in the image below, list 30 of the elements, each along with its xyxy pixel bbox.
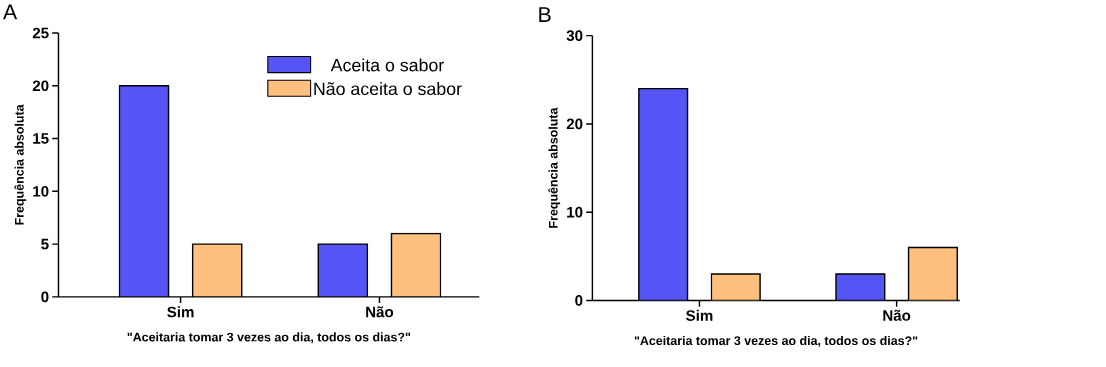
x-tick-label: Sim (167, 306, 194, 318)
y-tick-label: 20 (32, 80, 49, 91)
chart-title: A (3, 4, 18, 20)
x-axis-title: "Aceitaria tomar 3 vezes ao dia, todos os dias?" (634, 335, 918, 347)
y-tick-label: 0 (575, 294, 583, 306)
x-tick-label: Não (883, 309, 911, 321)
y-tick-label: 10 (567, 206, 583, 218)
y-tick-label: 30 (566, 30, 583, 41)
x-tick-label: Sim (686, 309, 713, 321)
y-tick-label: 20 (566, 118, 583, 130)
y-tick-label: 10 (33, 185, 49, 197)
chart-title: B (539, 7, 551, 22)
y-tick-label: 15 (33, 133, 49, 144)
y-axis-title: Frequência absoluta (14, 104, 27, 225)
legend-label: Aceita o sabor (330, 58, 444, 72)
bar (907, 246, 958, 301)
x-axis-title: "Aceitaria tomar 3 vezes ao dia, todos os dias?" (127, 332, 411, 344)
legend-label: Não aceita o sabor (314, 81, 462, 95)
bar (390, 232, 442, 297)
bar (317, 243, 369, 297)
bar (835, 273, 886, 301)
y-tick-label: 25 (32, 27, 49, 39)
bar (711, 273, 761, 301)
y-axis-title: Frequência absoluta (548, 107, 561, 228)
x-tick-label: Não (366, 306, 394, 318)
bar (638, 88, 688, 301)
y-tick-label: 5 (41, 238, 49, 250)
bar (192, 243, 242, 297)
y-tick-label: 0 (41, 291, 49, 303)
bar (119, 85, 169, 297)
